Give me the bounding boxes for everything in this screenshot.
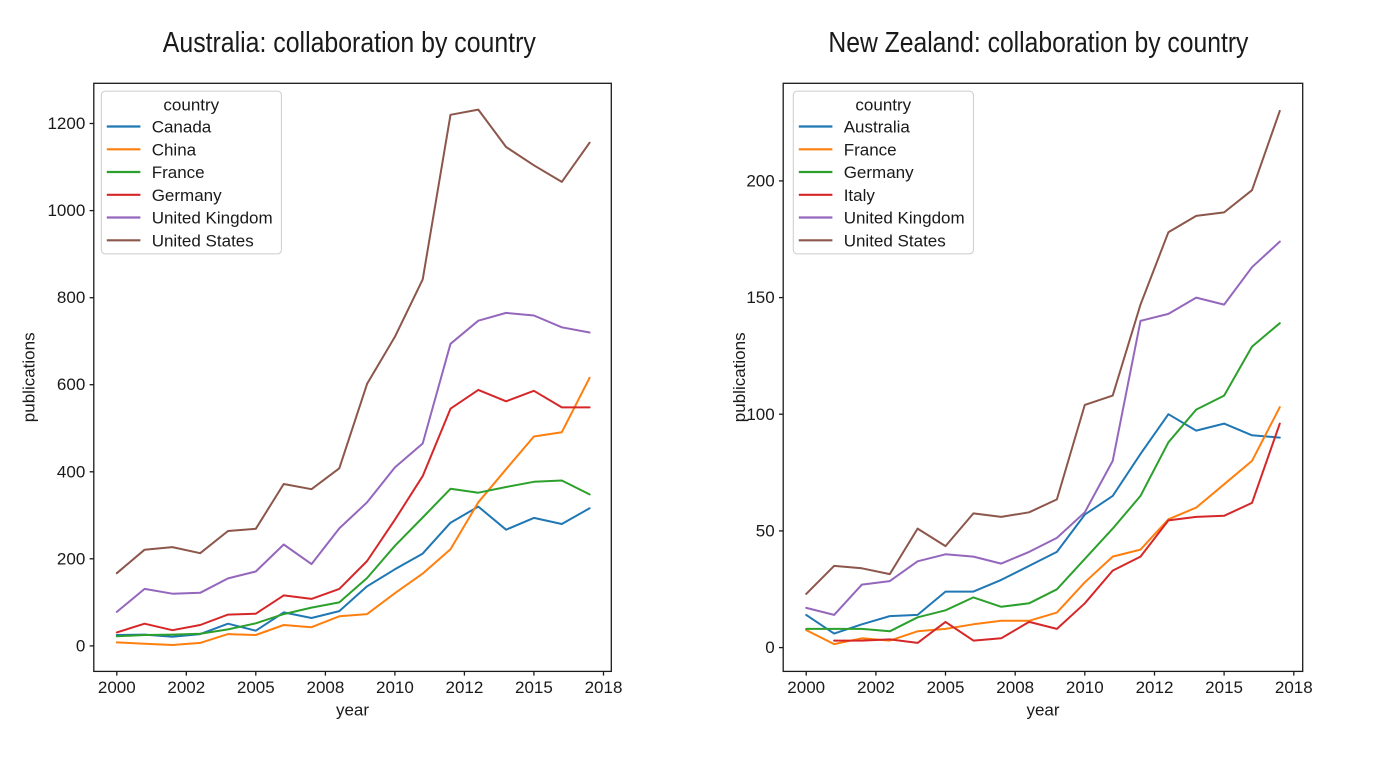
svg-text:Australia: collaboration by co: Australia: collaboration by country [163, 27, 536, 59]
svg-text:2015: 2015 [515, 678, 553, 697]
svg-text:Germany: Germany [152, 186, 222, 205]
svg-text:publications: publications [730, 332, 749, 422]
svg-text:China: China [152, 140, 197, 159]
svg-text:year: year [336, 701, 369, 720]
svg-text:France: France [152, 163, 205, 182]
svg-text:2010: 2010 [376, 678, 414, 697]
svg-text:2008: 2008 [996, 678, 1034, 697]
svg-text:country: country [163, 95, 219, 114]
svg-text:2005: 2005 [927, 678, 965, 697]
svg-text:2002: 2002 [857, 678, 895, 697]
svg-text:France: France [844, 140, 897, 159]
svg-text:800: 800 [57, 288, 85, 307]
svg-text:1000: 1000 [47, 201, 85, 220]
svg-text:New Zealand: collaboration by: New Zealand: collaboration by country [828, 27, 1248, 59]
svg-text:200: 200 [746, 171, 774, 190]
svg-text:2010: 2010 [1066, 678, 1104, 697]
svg-text:2018: 2018 [1275, 678, 1313, 697]
svg-text:Canada: Canada [152, 118, 212, 137]
svg-text:100: 100 [746, 405, 774, 424]
svg-text:200: 200 [57, 549, 85, 568]
svg-text:150: 150 [746, 288, 774, 307]
svg-text:1200: 1200 [47, 114, 85, 133]
svg-text:Germany: Germany [844, 163, 914, 182]
svg-text:United Kingdom: United Kingdom [844, 209, 965, 228]
svg-text:year: year [1026, 701, 1059, 720]
svg-text:2012: 2012 [445, 678, 483, 697]
svg-text:United States: United States [844, 231, 946, 250]
svg-text:2012: 2012 [1136, 678, 1174, 697]
svg-text:Italy: Italy [844, 186, 876, 205]
svg-text:2008: 2008 [306, 678, 344, 697]
svg-text:400: 400 [57, 462, 85, 481]
svg-text:0: 0 [76, 636, 85, 655]
svg-text:country: country [855, 95, 911, 114]
svg-text:2018: 2018 [585, 678, 623, 697]
svg-text:2000: 2000 [787, 678, 825, 697]
svg-text:United Kingdom: United Kingdom [152, 209, 273, 228]
svg-text:2002: 2002 [167, 678, 205, 697]
svg-text:0: 0 [765, 638, 774, 657]
svg-text:publications: publications [20, 332, 39, 422]
svg-text:2005: 2005 [237, 678, 275, 697]
svg-text:2000: 2000 [98, 678, 136, 697]
svg-text:Australia: Australia [844, 118, 911, 137]
svg-text:2015: 2015 [1205, 678, 1243, 697]
svg-text:600: 600 [57, 375, 85, 394]
svg-text:United States: United States [152, 231, 254, 250]
svg-text:50: 50 [756, 521, 775, 540]
